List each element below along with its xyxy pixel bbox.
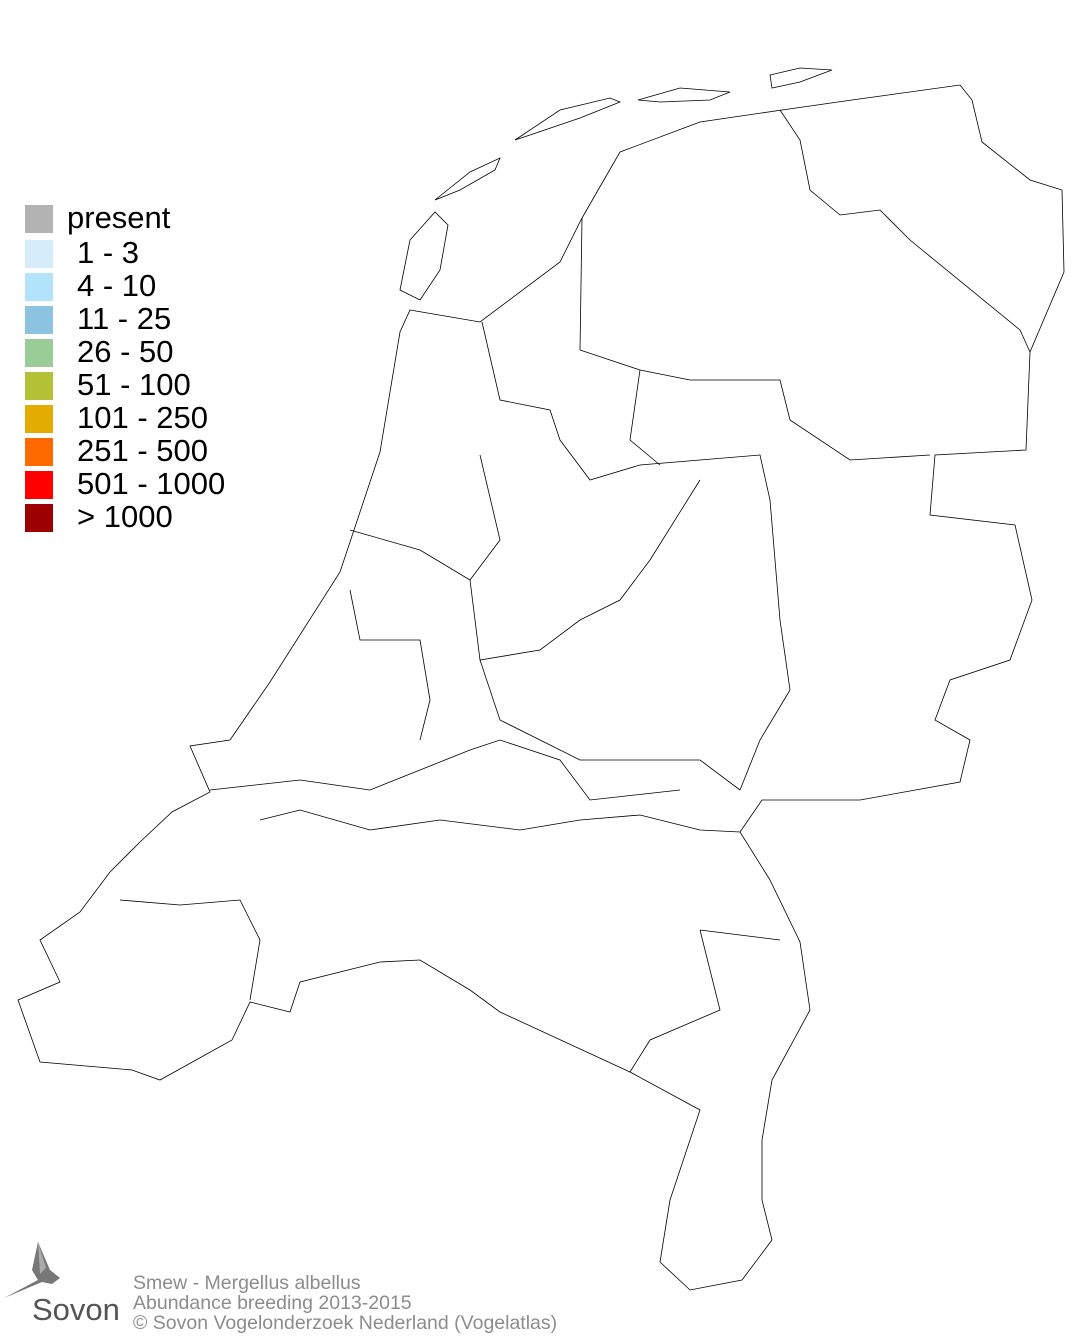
- legend-label: 501 - 1000: [77, 466, 226, 501]
- legend-label: 26 - 50: [77, 334, 174, 369]
- legend-swatch: [25, 372, 53, 400]
- legend-label: 4 - 10: [77, 268, 157, 303]
- legend-label: > 1000: [77, 499, 173, 534]
- legend-swatch: [25, 471, 53, 499]
- legend-swatch: [25, 339, 53, 367]
- island-schiermonnikoog: [769, 67, 833, 89]
- species-title: Smew - Mergellus albellus: [133, 1272, 361, 1294]
- legend-label: 1 - 3: [77, 235, 140, 270]
- legend-swatch: [25, 504, 53, 532]
- map-subtitle: Abundance breeding 2013-2015: [133, 1292, 412, 1314]
- legend-swatch: [25, 273, 53, 301]
- island-texel: [399, 211, 449, 301]
- copyright-text: © Sovon Vogelonderzoek Nederland (Vogela…: [133, 1312, 558, 1334]
- legend-swatch: [25, 405, 53, 433]
- legend-label: 101 - 250: [77, 400, 208, 435]
- legend-label: 51 - 100: [77, 367, 191, 402]
- island-terschelling: [514, 97, 622, 141]
- island-vlieland: [434, 157, 501, 201]
- legend-label: 251 - 500: [77, 433, 208, 468]
- legend-swatch: [25, 438, 53, 466]
- mainland-outline: [17, 84, 1065, 1291]
- island-ameland: [637, 87, 731, 103]
- map-caption: Smew - Mergellus albellus Abundance bree…: [133, 1273, 557, 1333]
- legend-swatch: [25, 306, 53, 334]
- logo-text: Sovon: [32, 1292, 120, 1327]
- sovon-swallow-logo-icon: [4, 1242, 60, 1298]
- legend-label: 11 - 25: [77, 301, 172, 336]
- legend-swatch: [25, 205, 53, 233]
- legend-label: present: [67, 200, 171, 235]
- legend-swatch: [25, 240, 53, 268]
- province-boundaries: [119, 109, 1031, 1073]
